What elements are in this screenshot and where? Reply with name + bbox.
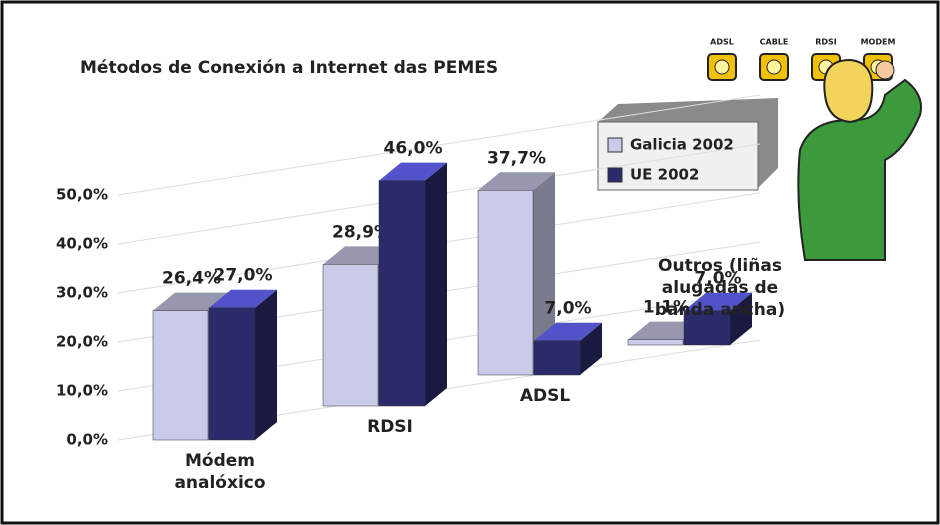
- bar: [477, 172, 555, 376]
- data-label: 37,7%: [487, 148, 546, 168]
- data-label: 1,1%: [643, 298, 690, 318]
- bar-side: [255, 289, 277, 440]
- hand: [875, 60, 895, 80]
- bar-front: [208, 307, 256, 441]
- button-label: RDSI: [815, 38, 837, 47]
- bar-side: [533, 172, 555, 375]
- bar-front: [533, 340, 581, 376]
- bar: [208, 289, 277, 441]
- bar-top: [153, 292, 230, 311]
- data-label: 7,0%: [694, 269, 741, 289]
- bar-top: [209, 289, 277, 308]
- chart-title: Métodos de Conexión a Internet das PEMES: [80, 58, 498, 78]
- bar-front: [378, 180, 426, 407]
- y-tick-label: 0,0%: [66, 431, 108, 449]
- data-label: 28,9%: [332, 222, 391, 242]
- bar-front: [322, 264, 379, 407]
- data-label: 46,0%: [384, 139, 443, 159]
- grid-line: [117, 94, 761, 196]
- bar: [378, 162, 447, 407]
- button-label: MODEM: [861, 38, 896, 47]
- illustration: ADSL CABLE RDSI MODEM: [707, 38, 922, 261]
- bar-front: [627, 339, 684, 346]
- button-label: ADSL: [710, 38, 734, 47]
- legend-swatch: [607, 137, 623, 153]
- x-tick-label: ADSL: [519, 386, 571, 406]
- button-knob: [714, 59, 730, 75]
- y-tick-label: 50,0%: [56, 186, 108, 204]
- legend-swatch: [607, 167, 623, 183]
- data-label: 27,0%: [214, 266, 273, 286]
- bar-front: [683, 310, 731, 346]
- legend-label: Galicia 2002: [630, 136, 734, 154]
- bar-side: [730, 292, 752, 345]
- bar-top: [379, 162, 447, 181]
- bar-side: [580, 322, 602, 375]
- legend: [597, 98, 778, 191]
- x-tick-label: Outros (liñas alugadas de banda ancha): [654, 256, 786, 320]
- bar-top: [478, 172, 555, 191]
- data-label: 26,4%: [162, 269, 221, 289]
- bar-side: [425, 162, 447, 406]
- y-tick-label: 10,0%: [56, 382, 108, 400]
- button-label: CABLE: [760, 38, 789, 47]
- head: [823, 58, 874, 124]
- bar-front: [152, 310, 209, 441]
- bar: [683, 292, 752, 346]
- x-tick-label: RDSI: [367, 417, 413, 437]
- data-label: 7,0%: [544, 299, 591, 319]
- legend-box: [597, 121, 759, 191]
- legend-label: UE 2002: [630, 166, 699, 184]
- x-tick-label: Módem analóxico: [174, 451, 266, 493]
- y-tick-label: 30,0%: [56, 284, 108, 302]
- bar-top: [684, 292, 752, 311]
- y-tick-label: 40,0%: [56, 235, 108, 253]
- y-tick-label: 20,0%: [56, 333, 108, 351]
- button-knob: [766, 59, 782, 75]
- bar-top: [534, 322, 602, 341]
- bar-front: [477, 190, 534, 376]
- bar: [533, 322, 602, 376]
